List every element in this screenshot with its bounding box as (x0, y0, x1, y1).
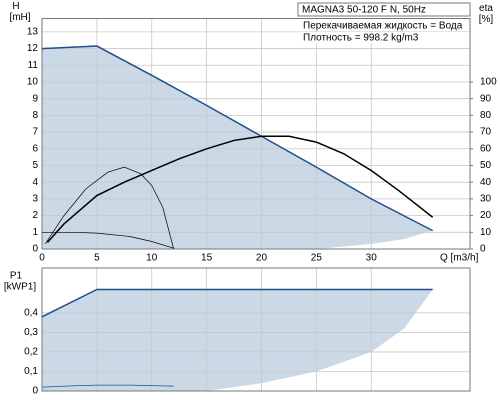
y2-tick-label: 40 (480, 177, 492, 188)
y2-tick-label: 80 (480, 110, 492, 121)
y2-tick-label: 20 (480, 210, 492, 221)
y2-axis-label: eta (479, 3, 493, 14)
annotation-bg (302, 32, 468, 43)
curve (46, 135, 434, 243)
x-tick-label: 10 (146, 253, 158, 264)
y-tick-label: 0,4 (24, 308, 38, 319)
x-axis-label: Q [m3/h] (440, 253, 479, 264)
x-tick-label: 0 (39, 253, 45, 264)
plot-frame (41, 267, 471, 392)
annotation-bg (302, 20, 468, 31)
operating-area (42, 46, 433, 249)
y-tick-label: 5 (32, 160, 38, 171)
y-tick-label: 10 (27, 77, 39, 88)
x-tick-label: 15 (201, 253, 213, 264)
plot-frame (41, 18, 471, 250)
annotation: Перекачиваемая жидкость = Вода (303, 21, 463, 32)
y-axis-label: P1 (10, 271, 23, 282)
curve (44, 166, 175, 250)
y-tick-label: 11 (28, 60, 39, 71)
operating-area (42, 289, 433, 391)
y-tick-label: 0,2 (24, 347, 38, 358)
y-axis-label: [kWP1] (4, 282, 36, 293)
x-tick-label: 30 (366, 253, 378, 264)
y-tick-label: 13 (27, 27, 39, 38)
curve (42, 231, 174, 249)
y-tick-label: 8 (32, 110, 38, 121)
title-box (297, 2, 471, 17)
y-tick-label: 2 (32, 210, 38, 221)
y-axis-label: H (12, 1, 19, 12)
y-tick-label: 0 (32, 386, 38, 397)
y2-tick-label: 50 (480, 160, 492, 171)
y2-tick-label: 100 (480, 77, 497, 88)
y-tick-label: 0,3 (24, 327, 38, 338)
y-tick-label: 7 (32, 127, 38, 138)
y-tick-label: 12 (27, 43, 39, 54)
y-tick-label: 6 (32, 143, 38, 154)
y2-tick-label: 30 (480, 194, 492, 205)
curve (41, 288, 433, 318)
y2-tick-label: 60 (480, 143, 492, 154)
y-tick-label: 9 (32, 93, 38, 104)
y-tick-label: 0,1 (24, 366, 38, 377)
y-tick-label: 3 (32, 194, 38, 205)
chart-title: MAGNA3 50-120 F N, 50Hz (302, 5, 426, 16)
x-tick-label: 25 (311, 253, 323, 264)
y2-tick-label: 90 (480, 93, 492, 104)
annotation: Плотность = 998.2 kg/m3 (303, 33, 419, 44)
curve (41, 45, 434, 232)
y-tick-label: 4 (32, 177, 38, 188)
x-tick-label: 20 (256, 253, 268, 264)
x-tick-label: 5 (94, 253, 100, 264)
y2-tick-label: 0 (480, 244, 486, 255)
y2-tick-label: 10 (480, 227, 492, 238)
y-tick-label: 1 (32, 227, 38, 238)
y-tick-label: 0 (32, 244, 38, 255)
y2-axis-label: [%] (479, 14, 494, 25)
y-axis-label: [mH] (9, 12, 30, 23)
curve (41, 384, 174, 388)
y2-tick-label: 70 (480, 127, 492, 138)
